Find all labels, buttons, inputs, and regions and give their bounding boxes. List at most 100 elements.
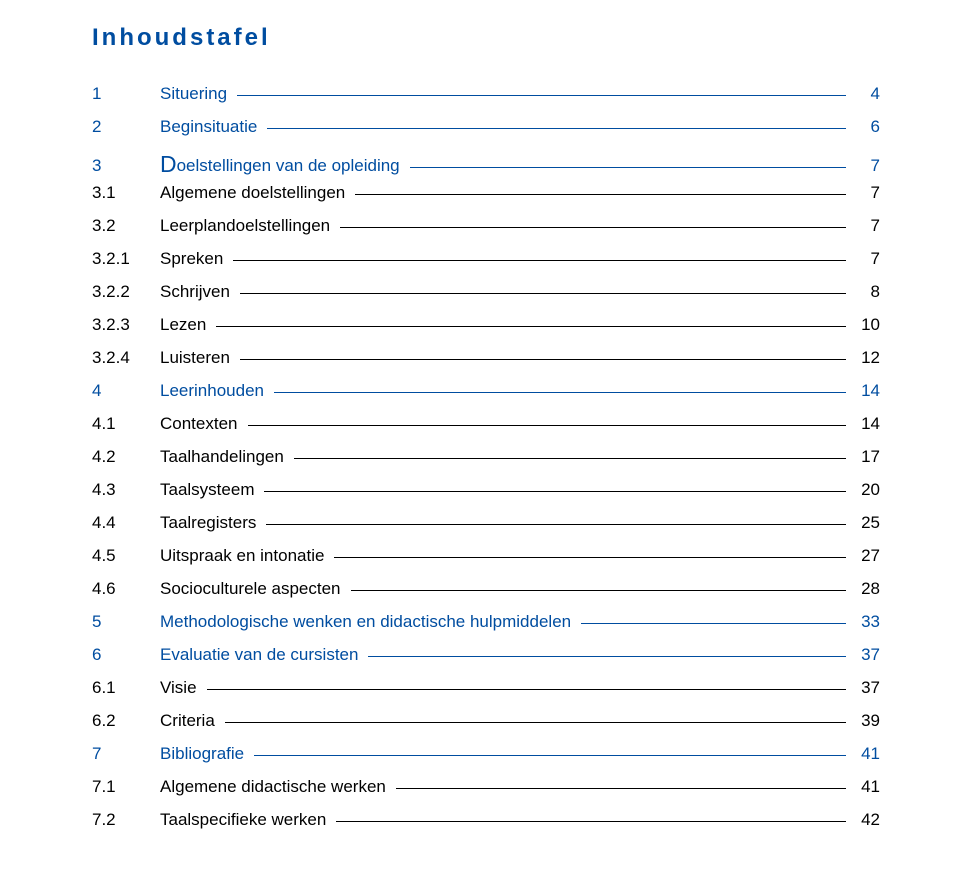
toc-entry: 4.3Taalsysteem20: [92, 480, 880, 513]
toc-leader-line: [410, 167, 846, 168]
toc-title: Inhoudstafel: [92, 24, 880, 52]
toc-leader-line: [216, 326, 846, 327]
toc-entry-page: 12: [850, 348, 880, 368]
toc-entry: 7.2Taalspecifieke werken 42: [92, 810, 880, 843]
toc-entry: 4.2Taalhandelingen 17: [92, 447, 880, 480]
toc-entry-label: Criteria: [160, 711, 221, 731]
toc-entry-number: 4.1: [92, 414, 160, 434]
toc-entry: 4.1Contexten14: [92, 414, 880, 447]
toc-leader-line: [396, 788, 846, 789]
toc-entry-page: 33: [850, 612, 880, 632]
toc-entry: 4.4Taalregisters 25: [92, 513, 880, 546]
toc-leader-line: [264, 491, 846, 492]
toc-entry-page: 28: [850, 579, 880, 599]
toc-leader-line: [240, 359, 846, 360]
toc-entry-number: 3.2: [92, 216, 160, 236]
toc-leader-line: [336, 821, 846, 822]
toc-leader-line: [340, 227, 846, 228]
toc-entry: 6Evaluatie van de cursisten 37: [92, 645, 880, 678]
toc-entry: 2Beginsituatie 6: [92, 117, 880, 150]
toc-leader-line: [266, 524, 846, 525]
toc-entry-label: Evaluatie van de cursisten: [160, 645, 364, 665]
toc-entry-label: Luisteren: [160, 348, 236, 368]
toc-entry-page: 7: [850, 249, 880, 269]
toc-entry-label: Doelstellingen van de opleiding: [160, 150, 406, 177]
toc-leader-line: [207, 689, 846, 690]
toc-entry: 4.5Uitspraak en intonatie 27: [92, 546, 880, 579]
toc-entry-page: 37: [850, 678, 880, 698]
toc-entry-number: 4: [92, 381, 160, 401]
toc-leader-line: [233, 260, 846, 261]
toc-entry-page: 8: [850, 282, 880, 302]
toc-leader-line: [351, 590, 846, 591]
toc-entry-page: 27: [850, 546, 880, 566]
toc-leader-line: [248, 425, 847, 426]
toc-entry-label: Socioculturele aspecten: [160, 579, 347, 599]
toc-entry-page: 4: [850, 84, 880, 104]
toc-entry-number: 4.5: [92, 546, 160, 566]
toc-entry: 7Bibliografie 41: [92, 744, 880, 777]
toc-entry-label: Taalspecifieke werken: [160, 810, 332, 830]
toc-leader-line: [334, 557, 846, 558]
toc-leader-line: [368, 656, 846, 657]
toc-entry-page: 14: [850, 381, 880, 401]
toc-entry-page: 41: [850, 744, 880, 764]
toc-leader-line: [225, 722, 846, 723]
toc-entry-label: Leerinhouden: [160, 381, 270, 401]
toc-entry-number: 1: [92, 84, 160, 104]
toc-entry-page: 37: [850, 645, 880, 665]
toc-entry: 3.2.4Luisteren12: [92, 348, 880, 381]
toc-entry-label: Situering: [160, 84, 233, 104]
toc-entry-page: 39: [850, 711, 880, 731]
toc-entry-number: 4.6: [92, 579, 160, 599]
toc-entry: 3.2.3Lezen 10: [92, 315, 880, 348]
toc-entry-number: 6: [92, 645, 160, 665]
toc-entry-number: 6.1: [92, 678, 160, 698]
toc-entry-page: 25: [850, 513, 880, 533]
toc-entry-page: 17: [850, 447, 880, 467]
toc-entry-label: Uitspraak en intonatie: [160, 546, 330, 566]
toc-entry-label: Taalregisters: [160, 513, 262, 533]
toc-entry-label: Contexten: [160, 414, 244, 434]
toc-entry-label: Visie: [160, 678, 203, 698]
toc-entry-page: 42: [850, 810, 880, 830]
toc-entry-number: 4.3: [92, 480, 160, 500]
toc-leader-line: [274, 392, 846, 393]
toc-leader-line: [581, 623, 846, 624]
toc-list: 1Situering42Beginsituatie63Doelstellinge…: [92, 84, 880, 843]
toc-entry-number: 7.2: [92, 810, 160, 830]
toc-leader-line: [294, 458, 846, 459]
toc-entry-number: 7.1: [92, 777, 160, 797]
toc-entry-page: 7: [850, 156, 880, 176]
toc-entry: 3.2Leerplandoelstellingen7: [92, 216, 880, 249]
toc-leader-line: [240, 293, 846, 294]
toc-entry-page: 20: [850, 480, 880, 500]
toc-entry-number: 6.2: [92, 711, 160, 731]
toc-entry-page: 10: [850, 315, 880, 335]
toc-entry-label: Algemene doelstellingen: [160, 183, 351, 203]
toc-entry-page: 6: [850, 117, 880, 137]
toc-entry-label: Taalhandelingen: [160, 447, 290, 467]
toc-entry-number: 3.2.3: [92, 315, 160, 335]
toc-entry-label: Methodologische wenken en didactische hu…: [160, 612, 577, 632]
toc-entry: 3.2.1Spreken7: [92, 249, 880, 282]
toc-entry-label: Spreken: [160, 249, 229, 269]
toc-entry-label: Algemene didactische werken: [160, 777, 392, 797]
toc-entry-number: 4.2: [92, 447, 160, 467]
toc-entry-number: 2: [92, 117, 160, 137]
toc-entry-label: Schrijven: [160, 282, 236, 302]
toc-entry-page: 41: [850, 777, 880, 797]
toc-entry: 5Methodologische wenken en didactische h…: [92, 612, 880, 645]
toc-leader-line: [254, 755, 846, 756]
toc-entry-number: 4.4: [92, 513, 160, 533]
toc-leader-line: [237, 95, 846, 96]
toc-entry-page: 7: [850, 216, 880, 236]
toc-entry-label: Lezen: [160, 315, 212, 335]
toc-entry: 3.1Algemene doelstellingen7: [92, 183, 880, 216]
toc-entry-number: 7: [92, 744, 160, 764]
toc-entry-number: 3: [92, 156, 160, 176]
toc-entry: 6.1Visie 37: [92, 678, 880, 711]
toc-entry-label: Beginsituatie: [160, 117, 263, 137]
toc-entry-label: Bibliografie: [160, 744, 250, 764]
toc-leader-line: [355, 194, 846, 195]
